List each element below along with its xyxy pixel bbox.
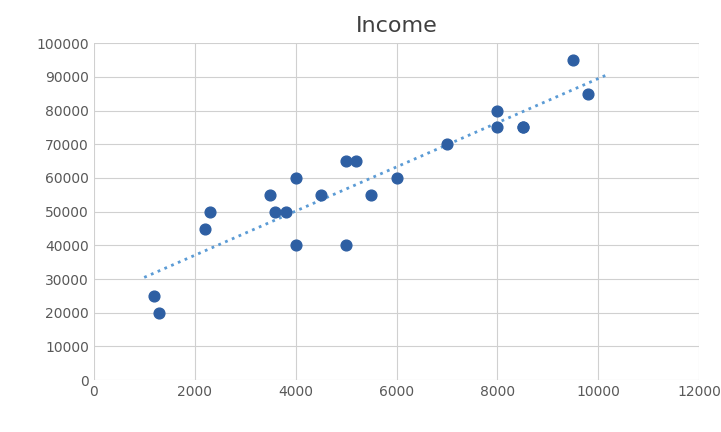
Point: [290, 242, 301, 249]
Point: [270, 208, 281, 215]
Point: [366, 191, 377, 198]
Point: [280, 208, 291, 215]
Title: Income: Income: [355, 16, 438, 36]
Point: [340, 158, 352, 165]
Point: [290, 175, 301, 181]
Point: [391, 175, 402, 181]
Point: [265, 191, 276, 198]
Point: [315, 191, 327, 198]
Point: [567, 57, 579, 64]
Point: [441, 141, 453, 148]
Point: [204, 208, 216, 215]
Point: [154, 309, 165, 316]
Point: [492, 107, 503, 114]
Point: [492, 124, 503, 131]
Point: [340, 242, 352, 249]
Point: [517, 124, 528, 131]
Point: [517, 124, 528, 131]
Point: [149, 292, 160, 299]
Point: [199, 225, 211, 232]
Point: [583, 90, 594, 97]
Point: [350, 158, 362, 165]
